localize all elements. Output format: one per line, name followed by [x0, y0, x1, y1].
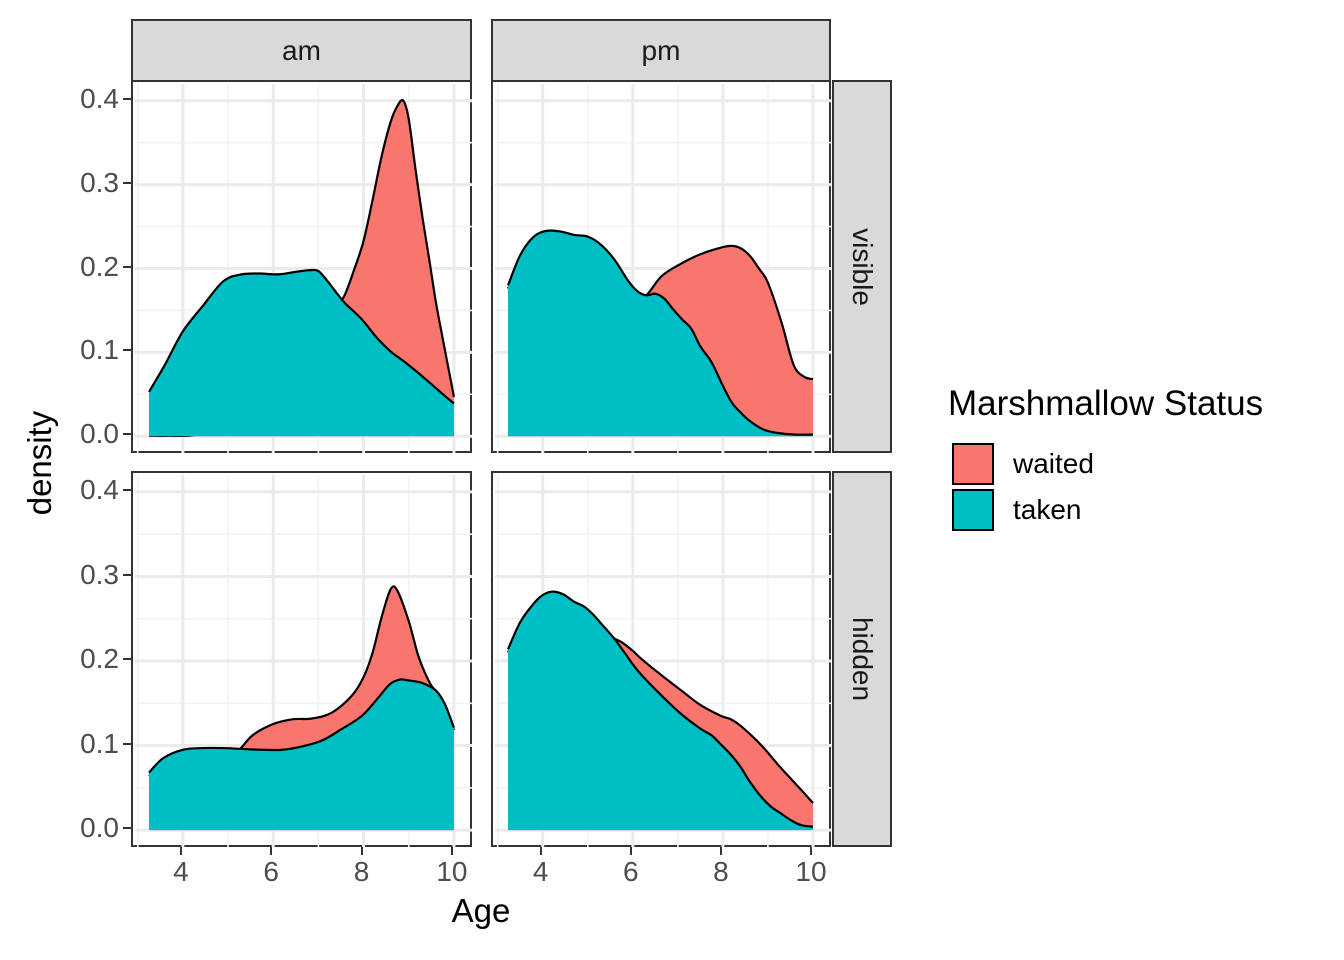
y-tick-label: 0.2	[80, 643, 119, 674]
panel-am-hidden	[131, 471, 472, 847]
y-axis-tick	[123, 265, 131, 268]
facet-strip-hidden: hidden	[832, 471, 892, 847]
x-tick-label: 4	[532, 856, 549, 887]
x-axis-tick	[719, 847, 722, 855]
facet-strip-am: am	[131, 19, 472, 80]
y-tick-label: 0.4	[80, 473, 119, 505]
x-tick-label: 6	[623, 856, 639, 887]
facet-strip-pm: pm	[491, 19, 831, 80]
y-axis-tick	[123, 658, 131, 660]
y-axis-tick	[123, 97, 131, 100]
x-axis-title: Age	[451, 892, 511, 929]
density-curve-taken	[148, 268, 455, 405]
y-axis-tick	[123, 827, 131, 830]
x-axis-tick	[539, 847, 542, 855]
x-tick-label: 4	[173, 856, 189, 887]
density-area-taken	[508, 591, 813, 831]
panel-pm-visible	[491, 80, 831, 453]
x-axis-tick	[179, 847, 182, 855]
y-axis-tick	[123, 181, 131, 184]
density-area-taken	[149, 679, 454, 831]
panel-pm-hidden	[491, 471, 831, 847]
facet-strip-pm-label: pm	[641, 34, 681, 66]
legend-entry-waited: waited	[948, 442, 1263, 485]
y-axis-tick	[123, 488, 131, 491]
legend: Marshmallow Status waited taken	[948, 384, 1263, 534]
facet-strip-hidden-label: hidden	[847, 616, 878, 702]
x-axis-tick	[810, 847, 812, 855]
y-axis-tick	[123, 349, 131, 352]
density-chart-am-hidden	[135, 475, 472, 847]
legend-entry-taken: taken	[948, 488, 1263, 531]
density-chart-pm-visible	[495, 84, 831, 453]
x-axis-tick	[270, 847, 273, 855]
density-area-taken	[508, 230, 813, 437]
x-tick-label: 8	[353, 856, 370, 887]
x-tick-label: 10	[795, 856, 827, 887]
waited-color-swatch	[952, 442, 994, 485]
y-axis-tick	[123, 573, 131, 576]
density-chart-am-visible	[135, 84, 472, 453]
y-tick-label: 0.0	[80, 418, 119, 450]
density-area-taken	[149, 269, 454, 437]
y-axis-tick	[123, 433, 131, 436]
facet-strip-visible-label: visible	[847, 227, 878, 306]
x-axis-tick	[360, 847, 363, 855]
density-curve-taken	[148, 678, 455, 774]
legend-label-taken: taken	[1013, 493, 1082, 525]
density-chart-pm-hidden	[495, 475, 831, 847]
y-tick-label: 0.2	[80, 250, 119, 282]
legend-label-waited: waited	[1013, 447, 1094, 479]
density-curve-taken	[507, 229, 813, 436]
legend-title: Marshmallow Status	[948, 384, 1264, 423]
x-axis-tick	[450, 847, 453, 855]
facet-strip-am-label: am	[282, 34, 321, 66]
y-tick-label: 0.4	[80, 82, 119, 114]
x-tick-label: 10	[436, 856, 468, 887]
taken-color-swatch	[952, 488, 994, 531]
y-tick-label: 0.1	[80, 334, 119, 366]
y-tick-label: 0.0	[80, 812, 119, 844]
y-tick-label: 0.1	[80, 727, 119, 759]
x-tick-label: 6	[263, 856, 279, 887]
panel-am-visible	[131, 80, 472, 453]
x-axis-tick	[629, 847, 632, 855]
y-axis-tick	[123, 742, 131, 745]
x-tick-label: 8	[713, 856, 729, 887]
density-curve-taken	[507, 590, 814, 828]
facet-strip-visible: visible	[832, 80, 892, 453]
y-tick-label: 0.3	[80, 166, 119, 198]
y-tick-label: 0.3	[80, 558, 119, 590]
